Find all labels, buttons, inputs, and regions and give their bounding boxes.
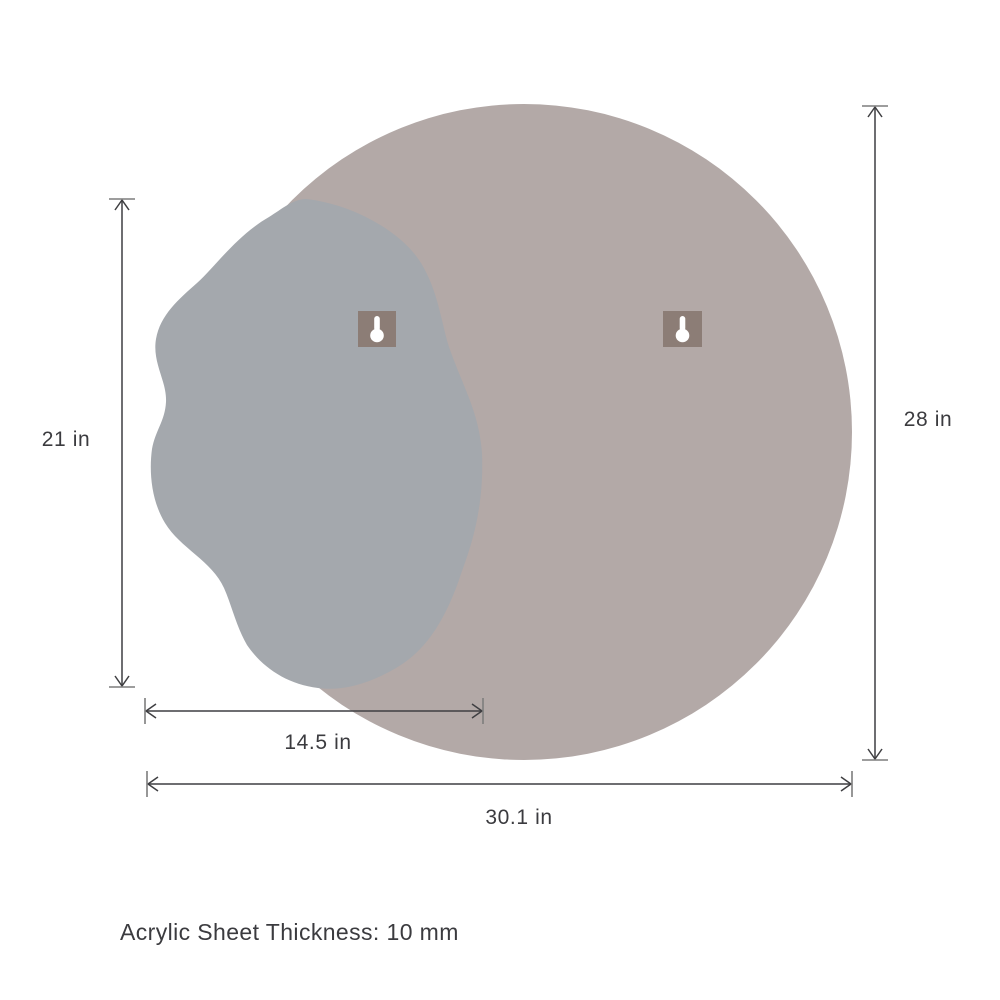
dimension-circle-height — [862, 105, 888, 761]
arrow-up-icon — [114, 198, 130, 211]
keyhole-bracket-right-icon — [663, 311, 702, 347]
keyhole-bracket-left-icon — [358, 311, 396, 347]
arrow-left-icon — [146, 776, 159, 792]
keyhole-hole — [370, 328, 384, 343]
keyhole-hole — [675, 328, 690, 343]
dimension-blob-height — [109, 198, 135, 688]
blob-width-label: 14.5 in — [284, 731, 352, 754]
keyhole-slot — [679, 316, 686, 331]
arrow-left-icon — [144, 703, 157, 719]
arrow-down-icon — [114, 675, 130, 688]
arrow-down-icon — [867, 748, 883, 761]
product-blob-shape — [150, 199, 483, 689]
circle-height-label: 28 in — [903, 408, 953, 431]
dimension-total-width — [146, 771, 853, 797]
arrow-right-icon — [471, 703, 484, 719]
arrow-right-icon — [840, 776, 853, 792]
keyhole-slot — [374, 316, 380, 331]
total-width-label: 30.1 in — [485, 806, 553, 829]
arrow-up-icon — [867, 105, 883, 118]
blob-height-label: 21 in — [41, 428, 91, 451]
thickness-footnote: Acrylic Sheet Thickness: 10 mm — [120, 919, 459, 945]
dimension-blob-width — [144, 698, 484, 724]
